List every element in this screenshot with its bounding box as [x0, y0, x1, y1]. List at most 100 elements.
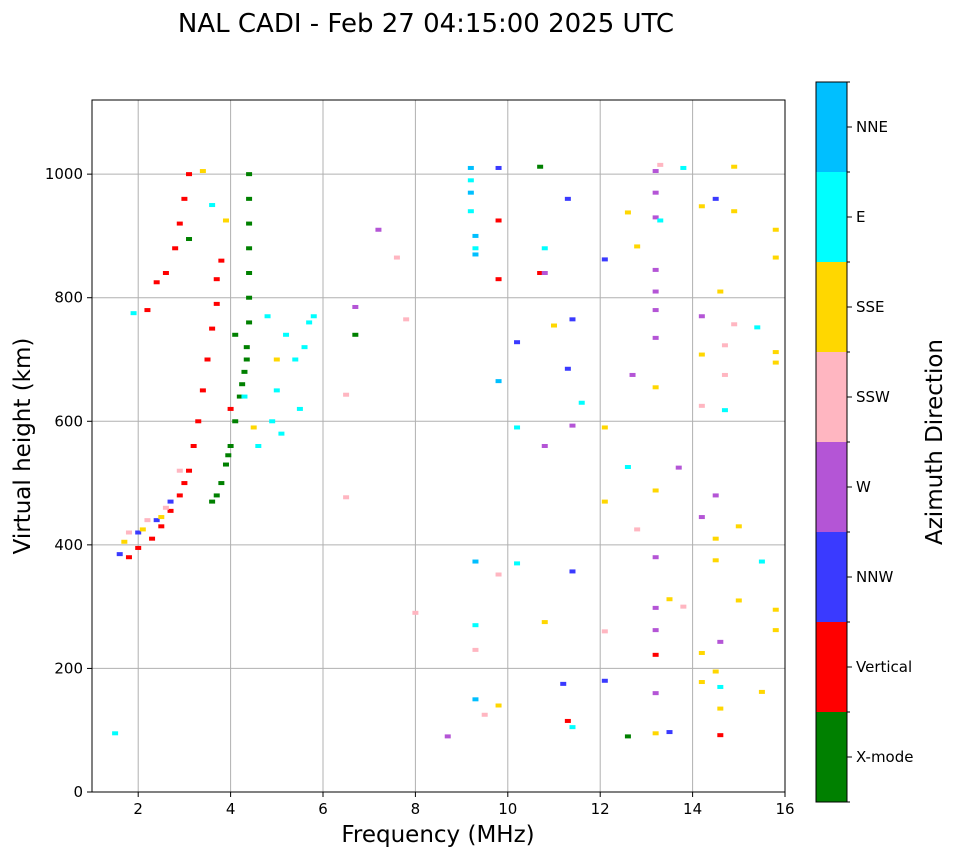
data-point — [199, 169, 206, 174]
data-point — [652, 190, 659, 195]
data-point — [204, 357, 211, 362]
data-point — [352, 304, 359, 309]
data-point — [712, 493, 719, 498]
data-point — [158, 524, 165, 529]
data-point — [735, 524, 742, 529]
data-point — [232, 332, 239, 337]
data-point — [537, 164, 544, 169]
colorbar-segment — [816, 82, 847, 172]
data-point — [717, 639, 724, 644]
data-point — [601, 678, 608, 683]
data-point — [176, 493, 183, 498]
data-point — [541, 444, 548, 448]
data-point — [444, 734, 451, 739]
data-point — [225, 453, 232, 458]
data-point — [652, 267, 659, 272]
data-point — [495, 703, 502, 708]
data-point — [514, 425, 521, 430]
data-point — [222, 462, 229, 467]
data-point — [601, 499, 608, 504]
y-axis-ticks: 0 200 400 600 800 1000 — [45, 165, 92, 801]
data-point — [652, 488, 659, 493]
data-point — [601, 425, 608, 430]
data-point — [343, 495, 350, 500]
data-point — [273, 357, 280, 362]
colorbar-segment — [816, 262, 847, 352]
data-point — [139, 527, 146, 532]
data-point — [772, 607, 779, 612]
data-point — [472, 623, 479, 628]
data-point — [218, 258, 225, 263]
y-tick-label: 600 — [54, 412, 83, 430]
colorbar-tick-label: NNE — [856, 118, 888, 136]
data-point — [601, 629, 608, 634]
data-point — [467, 209, 474, 214]
data-point — [652, 691, 659, 696]
y-axis-label: Virtual height (km) — [10, 338, 36, 555]
data-point — [569, 569, 576, 574]
data-point — [731, 209, 738, 214]
data-point — [213, 493, 220, 498]
colorbar-segment — [816, 442, 847, 532]
colorbar-tick-label: NNW — [856, 568, 893, 586]
data-point — [278, 431, 285, 436]
data-point — [181, 196, 188, 201]
x-tick-label: 16 — [775, 800, 794, 818]
data-point — [564, 196, 571, 201]
data-point — [569, 317, 576, 322]
data-point — [712, 558, 719, 563]
data-point — [209, 203, 216, 208]
data-point — [241, 369, 248, 374]
data-point — [495, 218, 502, 223]
colorbar-tick-label: SSE — [856, 298, 885, 316]
data-point — [227, 406, 234, 411]
colorbar-tick-label: E — [856, 208, 865, 226]
data-point — [243, 345, 250, 350]
data-point — [403, 317, 410, 322]
data-point — [121, 539, 128, 544]
data-point — [721, 343, 728, 348]
data-point — [624, 465, 631, 470]
data-point — [652, 385, 659, 390]
data-point — [472, 647, 479, 652]
data-point — [246, 196, 253, 201]
data-point — [243, 357, 250, 362]
x-tick-label: 12 — [591, 800, 610, 818]
x-tick-label: 4 — [226, 800, 236, 818]
series-w — [352, 169, 724, 739]
data-point — [209, 326, 216, 331]
y-tick-label: 200 — [54, 659, 83, 677]
data-point — [537, 271, 544, 275]
data-point — [772, 628, 779, 633]
data-point — [495, 572, 502, 577]
data-point — [375, 227, 382, 232]
data-point — [209, 499, 216, 504]
series-nne — [467, 165, 502, 702]
data-point — [772, 255, 779, 260]
data-point — [250, 425, 257, 430]
data-point — [130, 311, 137, 316]
data-points — [112, 162, 779, 739]
data-point — [652, 605, 659, 610]
series-nnw — [116, 165, 719, 735]
data-point — [551, 323, 557, 328]
data-point — [758, 559, 765, 564]
colorbar-segment — [816, 352, 847, 442]
data-point — [186, 237, 193, 242]
data-point — [754, 325, 761, 330]
data-point — [698, 515, 705, 520]
colorbar-label: Azimuth Direction — [922, 339, 948, 545]
data-point — [255, 444, 262, 448]
y-tick-label: 400 — [54, 536, 83, 554]
data-point — [514, 340, 521, 345]
data-point — [680, 165, 687, 170]
data-point — [181, 481, 188, 486]
data-point — [472, 559, 479, 564]
data-point — [652, 308, 659, 313]
y-tick-label: 1000 — [45, 165, 83, 183]
data-point — [310, 314, 317, 319]
series-x-mode — [186, 164, 631, 739]
grid — [92, 100, 786, 793]
data-point — [296, 406, 303, 411]
